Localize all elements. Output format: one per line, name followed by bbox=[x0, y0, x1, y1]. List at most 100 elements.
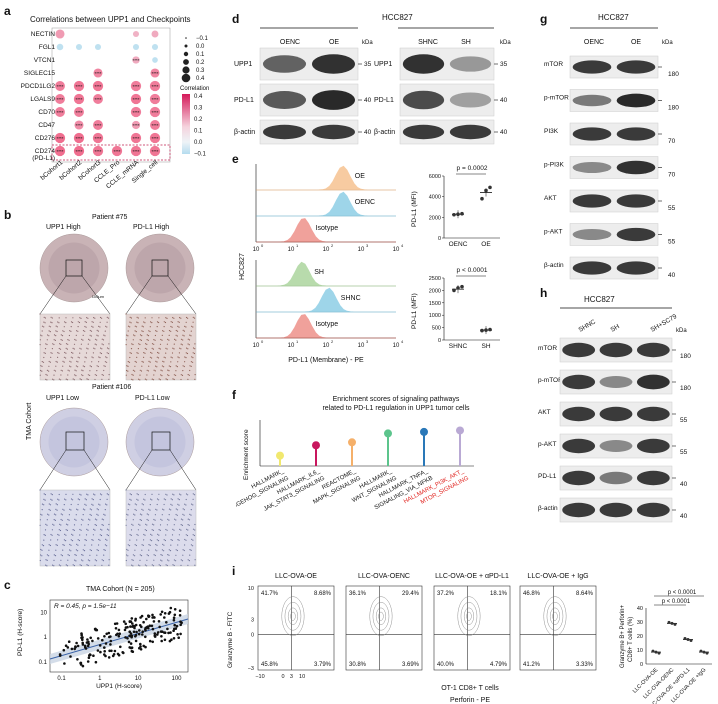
ihc-cell bbox=[180, 374, 182, 376]
ihc-cell bbox=[97, 514, 99, 516]
ihc-cell bbox=[180, 343, 182, 345]
ihc-cell bbox=[172, 347, 174, 349]
ihc-cell bbox=[144, 317, 146, 319]
lollipop-head bbox=[276, 451, 284, 460]
scatter-point bbox=[172, 616, 176, 619]
ihc-cell bbox=[91, 544, 93, 546]
ihc-cell bbox=[65, 322, 67, 324]
dotplot-sig: **** bbox=[151, 71, 158, 76]
ihc-cell bbox=[89, 519, 91, 521]
ihc-cell bbox=[145, 348, 148, 350]
ihc-cell bbox=[156, 539, 158, 541]
ihc-cell bbox=[60, 374, 62, 376]
ihc-cell bbox=[70, 544, 72, 546]
ihc-cell bbox=[85, 357, 87, 359]
panel-a-title: Correlations between UPP1 and Checkpoint… bbox=[30, 15, 191, 24]
ihc-cell bbox=[142, 361, 144, 363]
ihc-cell bbox=[79, 347, 81, 349]
ihc-cell bbox=[101, 529, 103, 531]
ihc-cell bbox=[173, 343, 175, 345]
ihc-cell bbox=[129, 539, 131, 541]
ihc-cell bbox=[103, 334, 105, 336]
kda-value: 55 bbox=[680, 449, 688, 456]
ihc-cell bbox=[40, 548, 42, 551]
ihc-cell bbox=[135, 544, 137, 547]
ihc-cell bbox=[101, 338, 103, 340]
ihc-cell bbox=[77, 361, 79, 363]
ihc-cell bbox=[98, 325, 100, 327]
dotplot-row-label: FGL1 bbox=[39, 44, 56, 51]
ihc-cell bbox=[183, 514, 185, 516]
bar-category: OENC bbox=[449, 241, 468, 248]
hist-label: Isotype bbox=[316, 321, 339, 328]
ihc-cell bbox=[74, 374, 76, 376]
ihc-cell bbox=[138, 523, 140, 525]
dotplot-dot bbox=[92, 145, 104, 157]
ihc-cell bbox=[178, 534, 180, 536]
scatter-point bbox=[63, 662, 66, 665]
scatter-point bbox=[76, 658, 79, 661]
ihc-cell bbox=[134, 549, 136, 551]
scatter-point bbox=[179, 623, 182, 627]
ihc-cell bbox=[70, 498, 73, 500]
ihc-cell bbox=[55, 503, 57, 505]
blot-h-band bbox=[636, 342, 670, 358]
scatter-point bbox=[134, 639, 138, 643]
ihc-cell bbox=[171, 539, 173, 541]
quadrant-q4: 4.79% bbox=[490, 662, 508, 668]
ihc-cell bbox=[91, 503, 93, 505]
ihc-cell bbox=[148, 365, 150, 367]
ihc-cell bbox=[146, 339, 148, 341]
ihc-cell bbox=[184, 544, 186, 546]
ihc-cell bbox=[84, 325, 86, 328]
ihc-cell bbox=[53, 519, 55, 521]
ihc-cell bbox=[154, 334, 156, 337]
blot-g-band bbox=[572, 94, 612, 107]
ihc-cell bbox=[85, 504, 87, 506]
ihc-cell bbox=[144, 322, 146, 324]
ihc-cell bbox=[192, 545, 194, 547]
kda-value: 70 bbox=[668, 172, 676, 179]
ihc-cell bbox=[171, 326, 173, 328]
scatter-point bbox=[104, 642, 108, 645]
ihc-cell bbox=[164, 357, 166, 359]
ihc-cell bbox=[182, 365, 184, 367]
bar-ytick-label: 500 bbox=[432, 326, 441, 332]
blot-d-left-band bbox=[311, 90, 356, 110]
ihc-cell bbox=[154, 370, 156, 372]
ihc-cell bbox=[139, 369, 141, 371]
ihc-cell bbox=[146, 524, 148, 526]
ihc-cell bbox=[153, 339, 155, 341]
ihc-cell bbox=[179, 528, 181, 530]
ihc-cell bbox=[65, 317, 67, 319]
bar-ylabel-2: CD8+ T cells (%) bbox=[628, 617, 634, 662]
ihc-cell bbox=[57, 533, 59, 536]
ihc-cell bbox=[89, 370, 91, 372]
scatter-point bbox=[94, 660, 98, 664]
dotplot-dot bbox=[132, 56, 140, 64]
ihc-cell bbox=[129, 321, 131, 323]
ihc-cell bbox=[62, 365, 64, 367]
bar-ylabel: PD-L1 (MFI) bbox=[411, 293, 418, 329]
kda-label: kDa bbox=[676, 328, 687, 334]
histogram-2 bbox=[256, 218, 396, 243]
ihc-cell bbox=[101, 494, 103, 496]
ihc-cell bbox=[192, 326, 194, 328]
ihc-cell bbox=[166, 317, 168, 319]
ihc-cell bbox=[79, 564, 81, 566]
ihc-cell bbox=[131, 343, 133, 345]
ihc-cell bbox=[86, 317, 88, 319]
ihc-cell bbox=[155, 330, 157, 332]
lane-label-shnc: SHNC bbox=[418, 39, 438, 46]
blot-g-band bbox=[616, 227, 656, 242]
ihc-cell bbox=[139, 343, 141, 346]
blot-g-band bbox=[572, 60, 612, 74]
contour bbox=[552, 611, 558, 621]
ihc-cell bbox=[43, 498, 45, 500]
ihc-cell bbox=[160, 369, 162, 371]
blot-row-label: AKT bbox=[544, 195, 557, 202]
bar-ytick-label: 1000 bbox=[429, 313, 441, 319]
bar-ytick-label: 6000 bbox=[429, 174, 441, 180]
ihc-cell bbox=[151, 499, 153, 501]
scatter-point bbox=[96, 649, 100, 652]
